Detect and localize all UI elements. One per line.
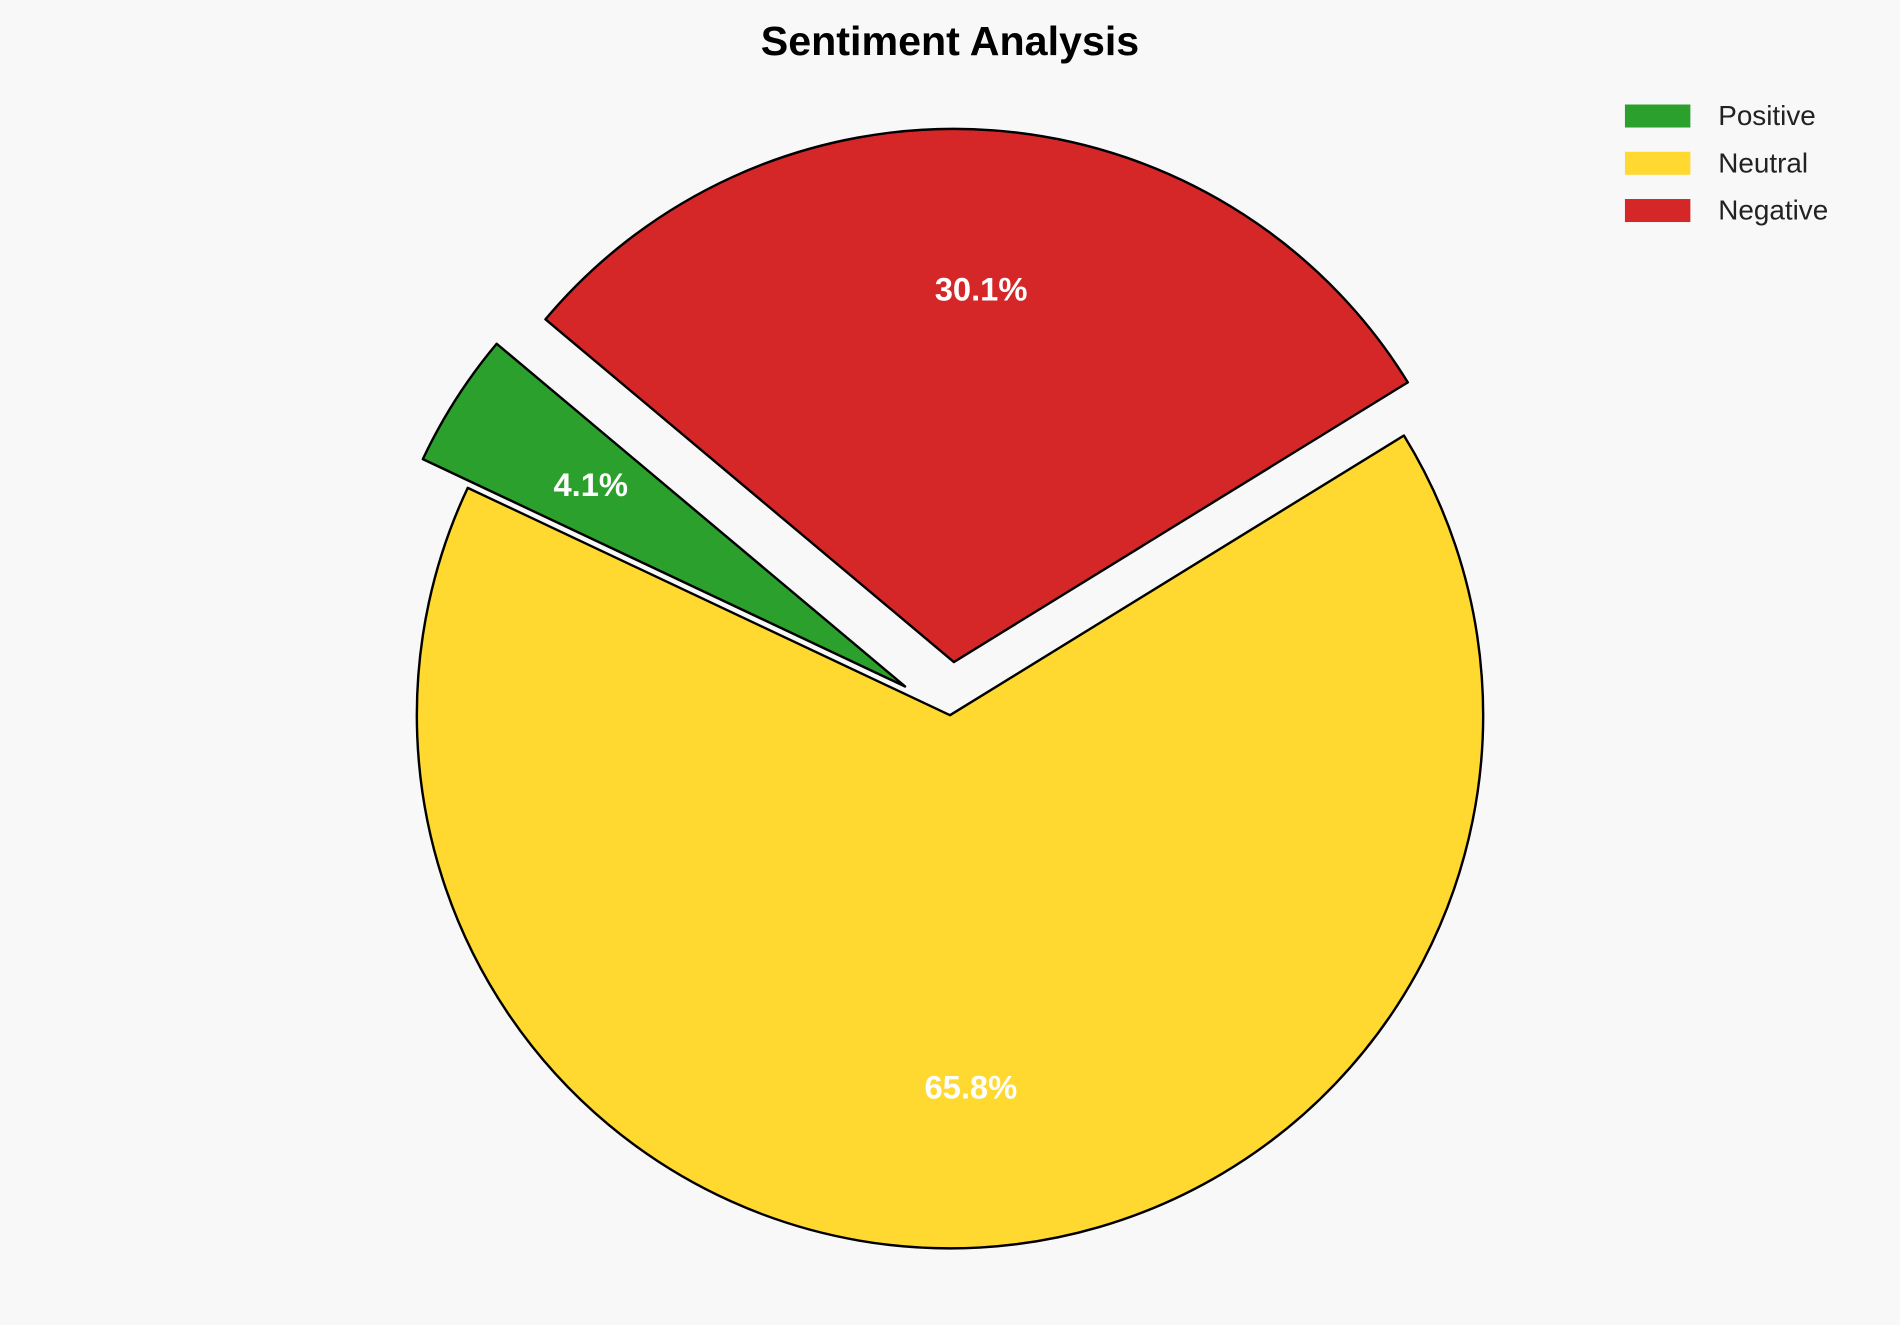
chart-title: Sentiment Analysis [761, 18, 1139, 64]
legend-label-positive: Positive [1718, 100, 1816, 131]
pie-slice-positive [421, 342, 907, 688]
pie-label-neutral: 65.8% [924, 1069, 1017, 1106]
pie-slices: 4.1% 65.8% 30.1% [415, 127, 1485, 1250]
pie-label-negative: 30.1% [935, 271, 1028, 308]
pie-slice-neutral [415, 434, 1485, 1250]
legend-label-negative: Negative [1718, 195, 1828, 226]
legend-swatch-negative [1624, 199, 1691, 223]
legend: Positive Neutral Negative [1624, 100, 1828, 226]
legend-label-neutral: Neutral [1718, 147, 1808, 178]
pie-slice-negative [544, 127, 1410, 664]
legend-swatch-neutral [1624, 151, 1691, 175]
legend-swatch-positive [1624, 104, 1691, 128]
pie-label-positive: 4.1% [553, 466, 628, 503]
